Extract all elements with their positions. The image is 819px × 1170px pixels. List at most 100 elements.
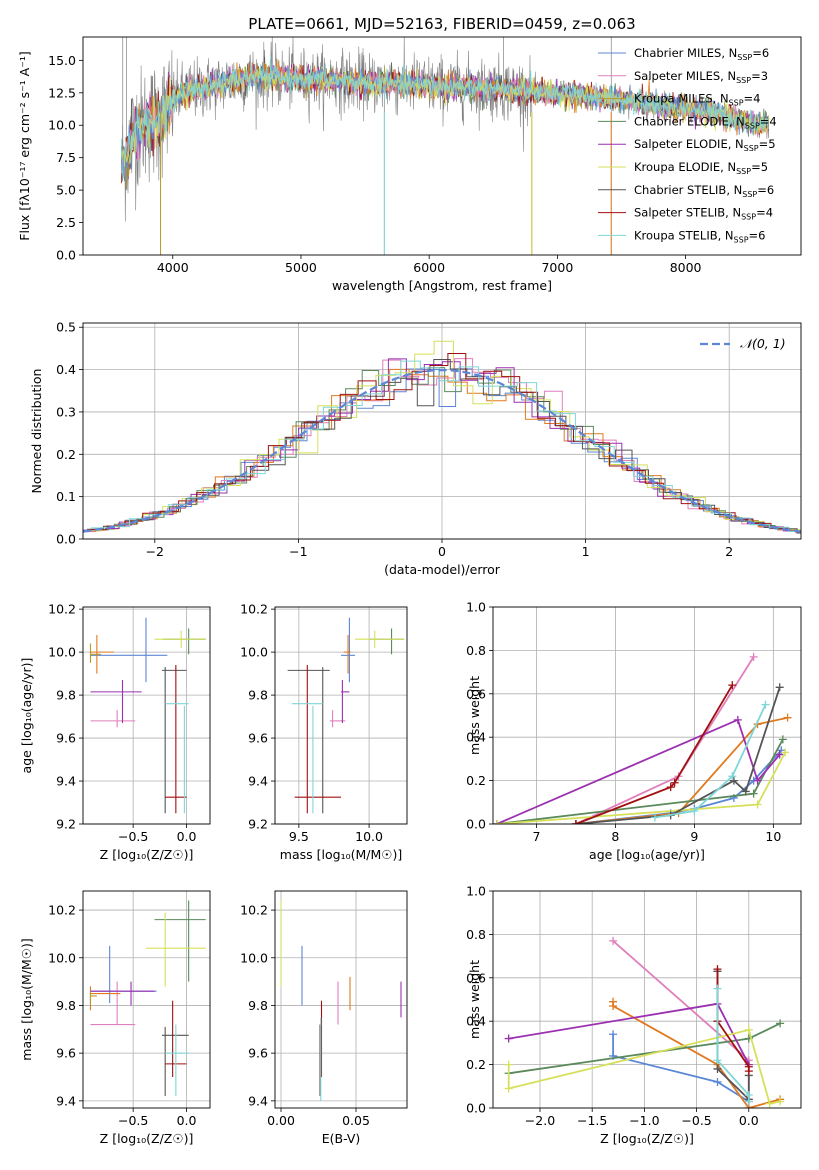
y-tick-label: 7.5 bbox=[56, 150, 76, 165]
y-tick-label: 0.1 bbox=[56, 489, 76, 504]
mass-vs-ebv-panel: 0.00 0.05 9.4 9.6 9.8 10.0 10.2 E(B-V) bbox=[240, 890, 408, 1146]
y-tick-label: 0.8 bbox=[466, 927, 486, 942]
plot-area bbox=[83, 340, 801, 534]
y-tick-label: 9.4 bbox=[56, 774, 76, 789]
weight-point bbox=[609, 1030, 618, 1039]
axes-frame bbox=[274, 606, 408, 825]
y-tick-label: 10.0 bbox=[48, 950, 76, 965]
x-tick-label: −1.0 bbox=[629, 1113, 659, 1128]
weight-point bbox=[776, 1019, 785, 1028]
x-axis-label: Z [log₁₀(Z/Z☉)] bbox=[100, 847, 194, 862]
legend-entry: Chabrier MILES, NSSP=6 bbox=[634, 46, 769, 62]
weight-point bbox=[749, 652, 758, 661]
y-tick-label: 10.0 bbox=[240, 950, 268, 965]
weight-point bbox=[733, 715, 742, 724]
weight-line bbox=[496, 718, 781, 824]
plot-area bbox=[287, 617, 405, 814]
residual-histogram bbox=[83, 368, 801, 532]
y-tick-label: 2.5 bbox=[56, 215, 76, 230]
y-tick-label: 0.2 bbox=[466, 1057, 486, 1072]
x-tick-label: 0.05 bbox=[342, 1113, 370, 1128]
axes-frame bbox=[492, 890, 802, 1109]
legend-count: =5 bbox=[759, 137, 776, 151]
y-tick-label: 0.8 bbox=[466, 643, 486, 658]
x-axis-label: (data-model)/error bbox=[384, 562, 501, 577]
weight-point bbox=[690, 806, 699, 815]
weight-vs-z-panel: −2.0 −1.5 −1.0 −0.5 0.0 0.0 0.2 0.4 0.6 0.8 1.0 Z [… bbox=[466, 884, 802, 1146]
weight-line bbox=[496, 738, 784, 824]
legend-count: =4 bbox=[744, 92, 761, 106]
legend-label: Salpeter ELODIE, N bbox=[634, 137, 744, 151]
x-tick-label: −1.5 bbox=[577, 1113, 607, 1128]
weight-point bbox=[744, 1097, 753, 1106]
legend-count: =6 bbox=[749, 228, 766, 242]
y-axis-label: Normed distribution bbox=[29, 369, 44, 494]
x-tick-label: 0.0 bbox=[739, 1113, 759, 1128]
y-tick-label: 0.2 bbox=[466, 773, 486, 788]
legend-entry: Kroupa STELIB, NSSP=6 bbox=[634, 228, 765, 244]
plot-area bbox=[89, 900, 206, 1097]
x-tick-label: 0 bbox=[438, 544, 446, 559]
y-axis-label: mass [log₁₀(M/M☉)] bbox=[19, 938, 34, 1060]
weight-point bbox=[744, 1067, 753, 1076]
model-spectrum-line bbox=[121, 66, 769, 168]
x-tick-label: 0.0 bbox=[177, 829, 197, 844]
x-tick-label: 0.0 bbox=[177, 1113, 197, 1128]
y-tick-label: 9.4 bbox=[248, 1093, 268, 1108]
legend-count: =4 bbox=[760, 114, 777, 128]
legend-count: =4 bbox=[756, 206, 773, 220]
y-tick-label: 5.0 bbox=[56, 183, 76, 198]
y-tick-label: 9.8 bbox=[56, 688, 76, 703]
weight-point bbox=[783, 713, 792, 722]
plot-area bbox=[493, 652, 792, 824]
y-axis-label: age [log₁₀(age/yr)] bbox=[19, 658, 34, 774]
y-tick-label: 9.4 bbox=[56, 1093, 76, 1108]
x-tick-label: 9.5 bbox=[289, 829, 309, 844]
weight-point bbox=[728, 772, 737, 781]
legend-subscript: SSP bbox=[729, 99, 744, 108]
y-tick-label: 10.2 bbox=[240, 903, 268, 918]
legend-subscript: SSP bbox=[741, 213, 756, 222]
legend-entry: Kroupa MILES, NSSP=4 bbox=[634, 92, 760, 108]
weight-point bbox=[713, 984, 722, 993]
legend-entry: Salpeter MILES, NSSP=3 bbox=[634, 69, 768, 85]
x-tick-label: 8000 bbox=[670, 260, 702, 275]
weight-point bbox=[744, 1025, 753, 1034]
y-tick-label: 9.6 bbox=[56, 731, 76, 746]
weight-point bbox=[775, 683, 784, 692]
spectrum-panel: 4000 5000 6000 7000 8000 0.0 2.5 5.0 7.5 10.0 12.5… bbox=[17, 36, 802, 293]
x-tick-label: 0.00 bbox=[267, 1113, 295, 1128]
x-tick-label: 7 bbox=[532, 829, 540, 844]
weight-point bbox=[504, 1060, 513, 1069]
weight-line bbox=[612, 1034, 750, 1103]
weight-point bbox=[713, 1077, 722, 1086]
y-tick-label: 9.6 bbox=[248, 731, 268, 746]
residual-histogram bbox=[90, 360, 801, 532]
y-tick-label: 1.0 bbox=[466, 884, 486, 899]
x-axis-label: Z [log₁₀(Z/Z☉)] bbox=[600, 1131, 694, 1146]
legend-entry: Chabrier STELIB, NSSP=6 bbox=[634, 183, 774, 199]
legend-label: Salpeter STELIB, N bbox=[634, 206, 741, 220]
y-tick-label: 0.0 bbox=[56, 532, 76, 547]
legend-label: Chabrier ELODIE, N bbox=[634, 114, 745, 128]
legend-subscript: SSP bbox=[737, 53, 752, 62]
legend-count: =6 bbox=[752, 46, 769, 60]
weight-point bbox=[741, 787, 750, 796]
legend-label: Kroupa MILES, N bbox=[634, 92, 729, 106]
weight-point bbox=[609, 1002, 618, 1011]
normal-legend-label: 𝒩(0, 1) bbox=[740, 336, 786, 351]
x-tick-label: −0.5 bbox=[681, 1113, 711, 1128]
legend-entry: Salpeter STELIB, NSSP=4 bbox=[634, 206, 773, 222]
legend-label: Kroupa ELODIE, N bbox=[634, 160, 736, 174]
residual-histogram bbox=[83, 367, 801, 532]
x-axis-label: E(B-V) bbox=[322, 1131, 361, 1146]
legend-label: Salpeter MILES, N bbox=[634, 69, 736, 83]
y-tick-label: 9.8 bbox=[56, 998, 76, 1013]
x-tick-label: −0.5 bbox=[118, 829, 148, 844]
legend-subscript: SSP bbox=[736, 167, 751, 176]
model-spectrum-line bbox=[121, 55, 769, 179]
x-tick-label: −2 bbox=[146, 544, 164, 559]
weight-point bbox=[753, 776, 762, 785]
weight-point bbox=[713, 1056, 722, 1065]
